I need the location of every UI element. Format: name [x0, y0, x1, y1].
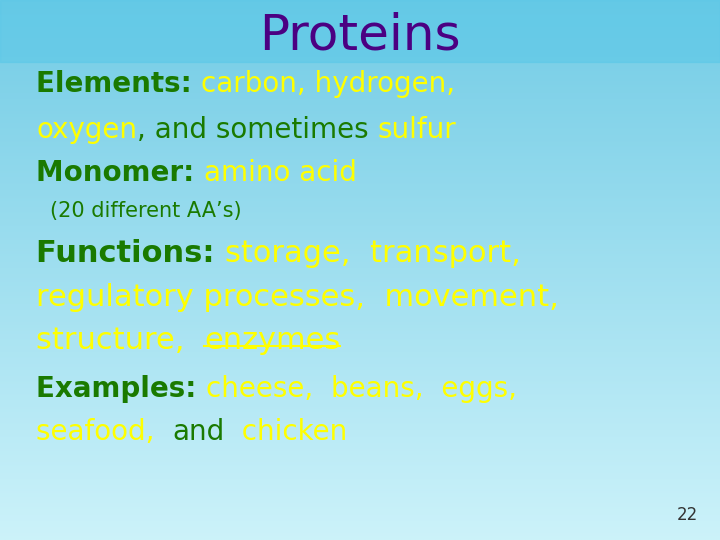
Text: enzymes: enzymes: [204, 326, 341, 355]
Text: Monomer:: Monomer:: [36, 159, 204, 187]
Text: sulfur: sulfur: [377, 116, 456, 144]
Text: oxygen: oxygen: [36, 116, 137, 144]
Text: Functions:: Functions:: [36, 239, 225, 268]
Text: cheese,  beans,  eggs,: cheese, beans, eggs,: [206, 375, 517, 403]
Text: and: and: [172, 418, 225, 446]
Text: carbon, hydrogen,: carbon, hydrogen,: [202, 70, 456, 98]
Text: (20 different AA’s): (20 different AA’s): [50, 200, 242, 221]
Text: seafood,: seafood,: [36, 418, 172, 446]
Text: regulatory processes,  movement,: regulatory processes, movement,: [36, 282, 559, 312]
Bar: [0, 0, 720, 62]
Text: structure,: structure,: [36, 326, 204, 355]
Text: Examples:: Examples:: [36, 375, 206, 403]
Text: Proteins: Proteins: [259, 11, 461, 59]
Text: storage,  transport,: storage, transport,: [225, 239, 521, 268]
Text: chicken: chicken: [225, 418, 348, 446]
Text: 22: 22: [677, 506, 698, 524]
Text: , and sometimes: , and sometimes: [137, 116, 377, 144]
Text: Elements:: Elements:: [36, 70, 202, 98]
Text: amino acid: amino acid: [204, 159, 356, 187]
